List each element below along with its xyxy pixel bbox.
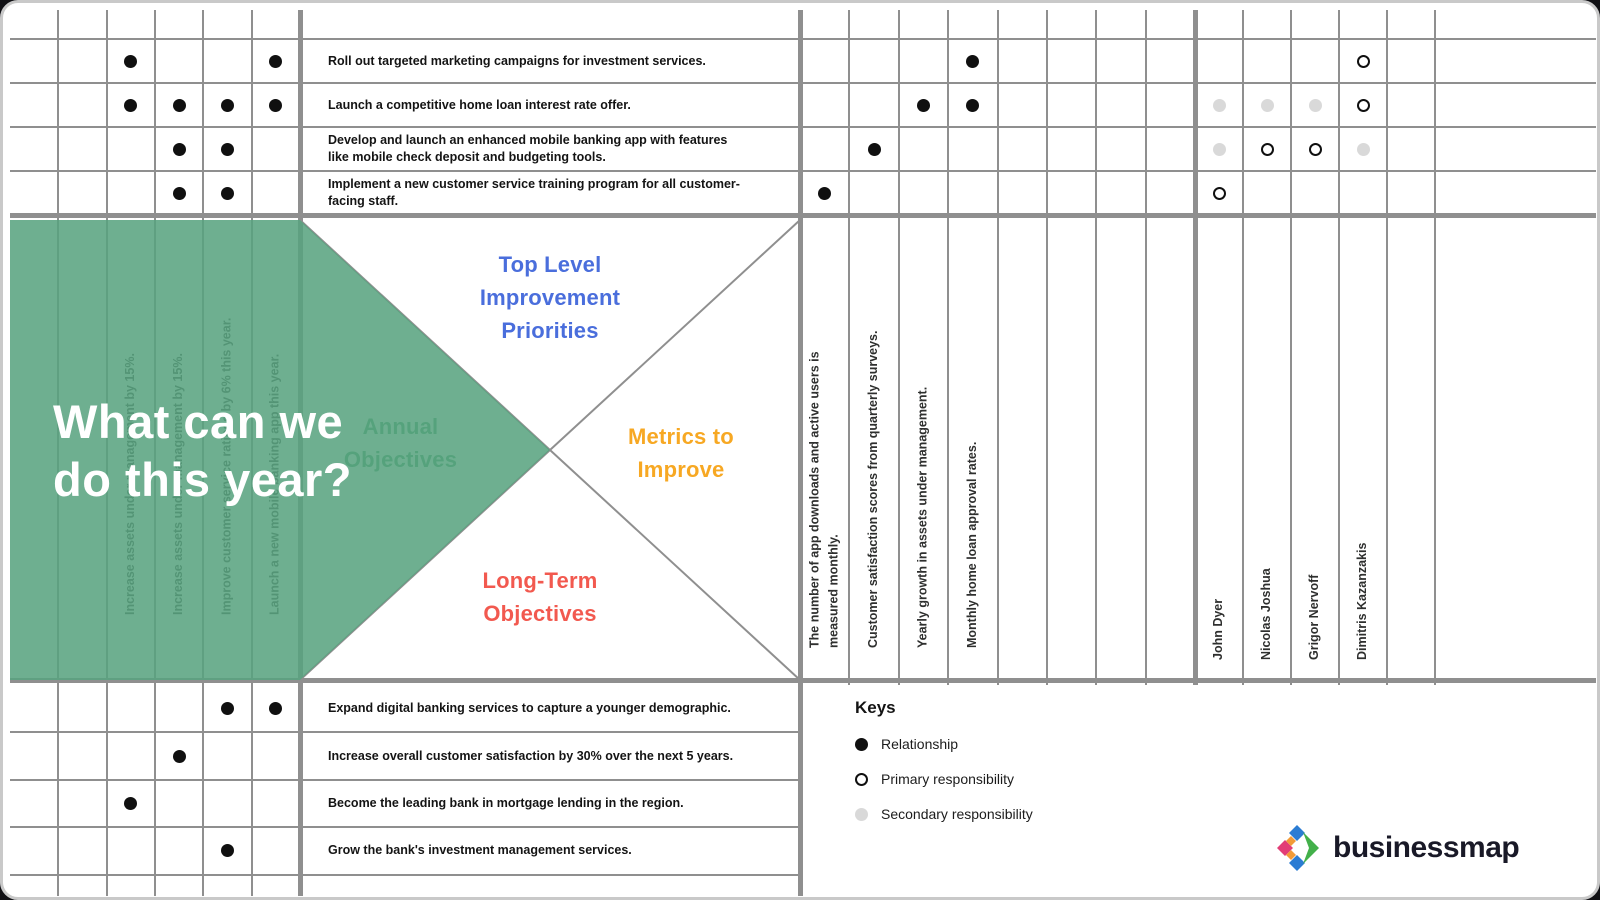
keys-item-label: Secondary responsibility bbox=[881, 806, 1033, 822]
grid-line bbox=[1386, 10, 1388, 685]
grid-line bbox=[1242, 10, 1244, 685]
row-label-text: Implement a new customer service trainin… bbox=[328, 177, 740, 208]
grid-line bbox=[10, 212, 1596, 218]
relationship-dot bbox=[966, 54, 980, 68]
keys-item-relationship: Relationship bbox=[855, 736, 1033, 752]
row-label-text: Become the leading bank in mortgage lend… bbox=[328, 795, 684, 810]
secondary-responsibility-dot bbox=[1356, 142, 1370, 156]
keys-item-primary: Primary responsibility bbox=[855, 771, 1033, 787]
businessmap-logo-text: businessmap bbox=[1333, 831, 1520, 864]
improvement-priority-row-label: Develop and launch an enhanced mobile ba… bbox=[300, 127, 800, 171]
secondary-responsibility-dot bbox=[1308, 98, 1322, 112]
primary-responsibility-circle-icon bbox=[855, 772, 868, 786]
businessmap-logo-icon bbox=[1277, 825, 1319, 871]
improvement-priority-row-label: Launch a competitive home loan interest … bbox=[300, 83, 800, 127]
relationship-dot bbox=[124, 98, 138, 112]
relationship-dot bbox=[172, 98, 186, 112]
grid-line bbox=[947, 10, 950, 685]
quadrant-label-metrics-to-improve: Metrics to Improve bbox=[628, 424, 734, 482]
relationship-dot bbox=[269, 54, 283, 68]
keys-title: Keys bbox=[855, 698, 896, 717]
relationship-dot bbox=[220, 186, 234, 200]
row-label-text: Develop and launch an enhanced mobile ba… bbox=[328, 133, 728, 164]
green-highlight-overlay bbox=[10, 220, 550, 680]
grid-line bbox=[10, 677, 1596, 683]
improvement-priority-row-label: Implement a new customer service trainin… bbox=[300, 171, 800, 215]
relationship-dot bbox=[269, 702, 283, 716]
primary-responsibility-dot bbox=[1212, 186, 1226, 200]
relationship-dot bbox=[269, 98, 283, 112]
quadrant-label-improvement-priorities: Top Level Improvement Priorities bbox=[479, 252, 621, 343]
grid-line bbox=[10, 826, 800, 829]
relationship-dot bbox=[172, 186, 186, 200]
grid-line bbox=[897, 10, 900, 685]
relationship-dot bbox=[172, 749, 186, 763]
relationship-dot bbox=[220, 702, 234, 716]
grid-line bbox=[10, 170, 1596, 172]
relationship-dot bbox=[867, 142, 881, 156]
secondary-responsibility-dot-icon bbox=[855, 807, 868, 821]
grid-line bbox=[1290, 10, 1292, 685]
grid-line bbox=[10, 82, 1596, 84]
row-label-text: Expand digital banking services to captu… bbox=[328, 701, 731, 716]
quadrant-label-long-term-objectives: Long-Term Objectives bbox=[482, 568, 598, 626]
grid-line bbox=[848, 10, 851, 685]
secondary-responsibility-dot bbox=[1260, 98, 1274, 112]
relationship-dot bbox=[818, 186, 832, 200]
overlay-heading-line2: do this year? bbox=[53, 453, 353, 506]
relationship-dot bbox=[966, 98, 980, 112]
primary-responsibility-dot bbox=[1356, 98, 1370, 112]
grid-line bbox=[1192, 10, 1198, 685]
row-label-text: Grow the bank's investment management se… bbox=[328, 843, 632, 858]
long-term-objective-row-label: Increase overall customer satisfaction b… bbox=[300, 732, 800, 779]
primary-responsibility-dot bbox=[1356, 54, 1370, 68]
improvement-priority-row-label: Roll out targeted marketing campaigns fo… bbox=[300, 39, 800, 83]
grid-line bbox=[1045, 10, 1048, 685]
relationship-dot bbox=[916, 98, 930, 112]
keys-item-secondary: Secondary responsibility bbox=[855, 806, 1033, 822]
relationship-dot bbox=[124, 796, 138, 810]
grid-line bbox=[10, 873, 800, 876]
grid-line bbox=[1338, 10, 1340, 685]
long-term-objective-row-label: Grow the bank's investment management se… bbox=[300, 827, 800, 874]
grid-line bbox=[1144, 10, 1147, 685]
relationship-dot-icon bbox=[855, 737, 868, 751]
grid-line bbox=[1095, 10, 1098, 685]
row-label-text: Roll out targeted marketing campaigns fo… bbox=[328, 53, 706, 68]
overlay-heading: What can we do this year? bbox=[53, 393, 352, 509]
grid-line bbox=[10, 731, 800, 734]
keys-item-label: Primary responsibility bbox=[881, 771, 1015, 787]
row-label-text: Launch a competitive home loan interest … bbox=[328, 97, 631, 112]
long-term-objective-row-label: Expand digital banking services to captu… bbox=[300, 685, 800, 732]
grid-line bbox=[10, 38, 1596, 40]
relationship-dot bbox=[172, 142, 186, 156]
primary-responsibility-dot bbox=[1308, 142, 1322, 156]
grid-line bbox=[1434, 10, 1436, 685]
relationship-dot bbox=[220, 142, 234, 156]
long-term-objective-row-label: Become the leading bank in mortgage lend… bbox=[300, 780, 800, 827]
grid-line bbox=[10, 126, 1596, 128]
grid-line bbox=[797, 10, 803, 896]
x-matrix-board: Top Level Improvement Priorities Annual … bbox=[10, 10, 1596, 896]
keys-legend: Keys Relationship Primary responsibility… bbox=[855, 698, 1033, 841]
primary-responsibility-dot bbox=[1260, 142, 1274, 156]
secondary-responsibility-dot bbox=[1212, 98, 1226, 112]
secondary-responsibility-dot bbox=[1212, 142, 1226, 156]
relationship-dot bbox=[220, 844, 234, 858]
relationship-dot bbox=[220, 98, 234, 112]
grid-line bbox=[10, 778, 800, 781]
keys-item-label: Relationship bbox=[881, 736, 959, 752]
overlay-heading-line1: What can we bbox=[53, 395, 344, 448]
businessmap-logo: businessmap bbox=[1277, 824, 1520, 872]
grid-line bbox=[996, 10, 999, 685]
relationship-dot bbox=[124, 54, 138, 68]
row-label-text: Increase overall customer satisfaction b… bbox=[328, 748, 734, 763]
